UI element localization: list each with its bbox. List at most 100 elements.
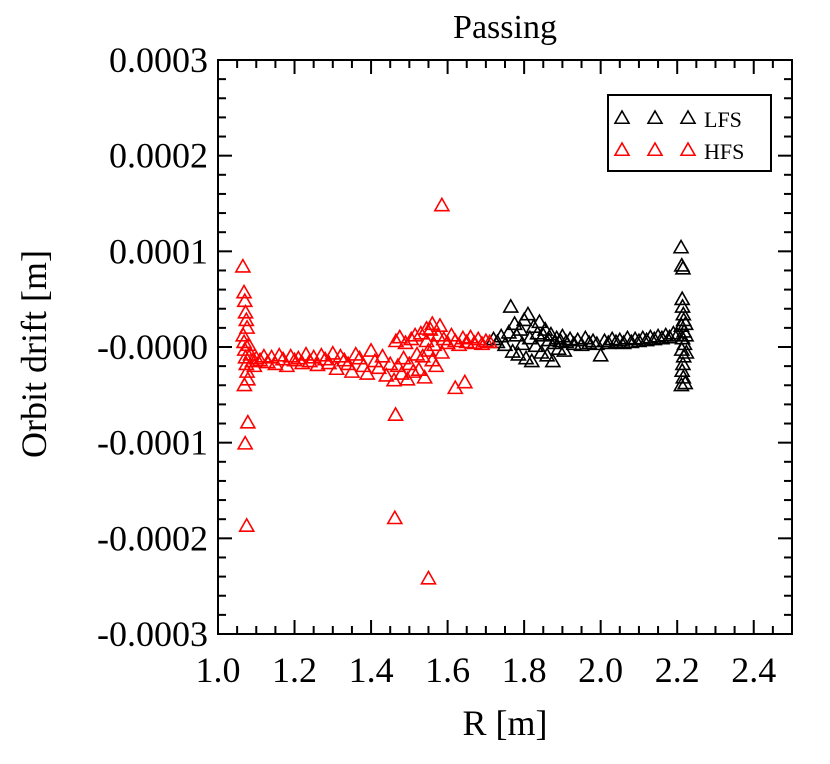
point-hfs bbox=[335, 351, 353, 367]
point-hfs bbox=[389, 357, 407, 373]
legend-marker-hfs bbox=[613, 141, 631, 157]
point-lfs bbox=[580, 334, 598, 350]
point-lfs bbox=[588, 335, 606, 351]
point-hfs bbox=[242, 346, 259, 361]
point-lfs bbox=[672, 238, 690, 254]
legend-markers-hfs bbox=[613, 141, 697, 157]
y-axis-label: Orbit drift [m] bbox=[14, 250, 54, 458]
point-lfs bbox=[519, 305, 537, 321]
point-lfs bbox=[544, 352, 562, 368]
x-tick-label: 2.0 bbox=[578, 650, 623, 690]
point-hfs bbox=[370, 359, 388, 375]
point-hfs bbox=[404, 363, 422, 378]
point-hfs bbox=[235, 283, 253, 299]
point-lfs bbox=[607, 333, 625, 349]
point-lfs bbox=[674, 355, 692, 371]
point-hfs bbox=[374, 347, 391, 363]
point-hfs bbox=[387, 406, 404, 421]
point-lfs bbox=[502, 298, 520, 313]
point-hfs bbox=[236, 376, 253, 392]
y-tick-label: -0.0000 bbox=[97, 327, 208, 367]
point-hfs bbox=[355, 357, 372, 373]
point-hfs bbox=[328, 360, 346, 376]
point-hfs bbox=[395, 349, 412, 365]
y-tick-label: 0.0003 bbox=[109, 40, 208, 80]
point-lfs bbox=[496, 336, 514, 352]
point-hfs bbox=[343, 363, 361, 378]
point-hfs bbox=[358, 365, 376, 380]
x-tick-label: 1.6 bbox=[425, 650, 470, 690]
point-hfs bbox=[286, 351, 303, 367]
point-hfs bbox=[435, 330, 453, 346]
legend-markers-lfs bbox=[613, 109, 697, 125]
point-hfs bbox=[236, 435, 254, 450]
point-hfs bbox=[270, 346, 288, 362]
point-hfs bbox=[239, 413, 257, 429]
point-lfs bbox=[674, 259, 692, 275]
point-lfs bbox=[664, 324, 682, 340]
point-hfs bbox=[391, 328, 409, 344]
point-hfs bbox=[433, 344, 451, 359]
point-hfs bbox=[236, 341, 254, 356]
legend-label-lfs: LFS bbox=[704, 107, 742, 132]
point-hfs bbox=[251, 351, 269, 367]
point-hfs bbox=[386, 509, 404, 525]
point-hfs bbox=[238, 319, 256, 334]
point-hfs bbox=[393, 365, 411, 380]
x-tick-label: 1.0 bbox=[196, 650, 241, 690]
point-hfs bbox=[399, 370, 416, 386]
point-lfs bbox=[531, 313, 548, 329]
legend: LFS HFS bbox=[607, 94, 772, 172]
x-tick-label: 1.8 bbox=[502, 650, 547, 690]
legend-label-hfs: HFS bbox=[704, 139, 744, 164]
point-lfs bbox=[521, 329, 539, 345]
x-tick-label: 2.2 bbox=[655, 650, 700, 690]
point-hfs bbox=[433, 196, 451, 212]
y-tick-label: 0.0002 bbox=[109, 136, 208, 176]
point-hfs bbox=[377, 367, 395, 382]
point-lfs bbox=[523, 352, 541, 368]
point-hfs bbox=[282, 347, 300, 363]
legend-marker-hfs bbox=[646, 141, 664, 157]
y-tick-label: -0.0002 bbox=[97, 518, 208, 558]
point-hfs bbox=[237, 311, 255, 327]
y-tick-label: 0.0001 bbox=[109, 231, 208, 271]
y-tick-label: -0.0001 bbox=[97, 423, 208, 463]
point-hfs bbox=[237, 348, 254, 364]
point-hfs bbox=[339, 355, 357, 371]
point-hfs bbox=[381, 355, 399, 371]
point-lfs bbox=[527, 337, 544, 353]
x-axis-label: R [m] bbox=[463, 703, 548, 743]
point-hfs bbox=[387, 332, 405, 348]
point-hfs bbox=[458, 333, 476, 349]
point-lfs bbox=[510, 346, 527, 361]
point-lfs bbox=[548, 329, 566, 345]
point-lfs bbox=[492, 327, 510, 343]
point-hfs bbox=[410, 361, 428, 377]
point-hfs bbox=[418, 320, 435, 335]
point-lfs bbox=[676, 374, 694, 390]
point-hfs bbox=[466, 334, 483, 350]
point-hfs bbox=[267, 355, 284, 371]
point-hfs bbox=[423, 315, 441, 331]
x-tick-labels: 1.0 1.2 1.4 1.6 1.8 2.0 2.2 2.4 bbox=[196, 650, 777, 690]
point-hfs bbox=[400, 355, 418, 371]
point-lfs bbox=[542, 325, 560, 341]
point-hfs bbox=[397, 334, 414, 350]
data-points bbox=[234, 196, 695, 585]
point-hfs bbox=[234, 258, 252, 273]
point-lfs bbox=[557, 333, 575, 349]
point-lfs bbox=[603, 330, 621, 346]
point-lfs bbox=[673, 376, 690, 392]
point-hfs bbox=[481, 333, 499, 349]
point-hfs bbox=[347, 346, 365, 361]
point-lfs bbox=[565, 335, 583, 351]
point-hfs bbox=[416, 369, 434, 384]
point-lfs bbox=[485, 330, 502, 346]
x-tick-label: 1.2 bbox=[272, 650, 317, 690]
x-tick-label: 2.4 bbox=[731, 650, 776, 690]
legend-marker-lfs bbox=[646, 109, 664, 125]
legend-marker-lfs bbox=[679, 109, 697, 125]
legend-marker-hfs bbox=[679, 141, 697, 157]
